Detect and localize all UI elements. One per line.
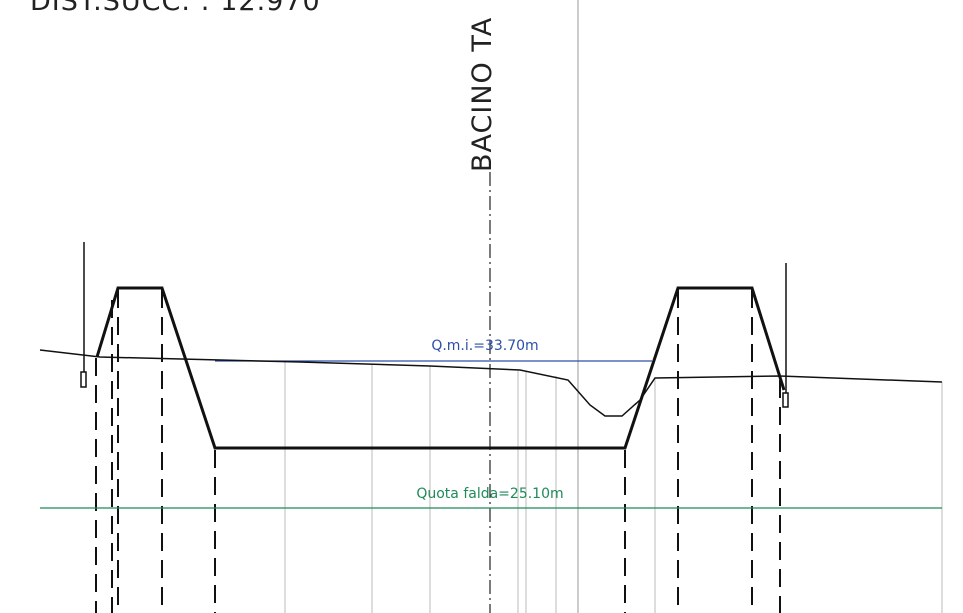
groundwater-label: Quota falda=25.10m (416, 486, 563, 502)
markers (80, 242, 789, 408)
section-label: BACINO TA (467, 17, 498, 172)
water-level-label: Q.m.i.=33.70m (431, 338, 538, 354)
distance-label: DIST.SUCC. : 12.970 (30, 0, 321, 17)
ground-profile (39, 349, 943, 417)
grid-verticals (284, 0, 943, 613)
channel-profile (95, 286, 786, 450)
dashed-verticals (95, 290, 781, 613)
